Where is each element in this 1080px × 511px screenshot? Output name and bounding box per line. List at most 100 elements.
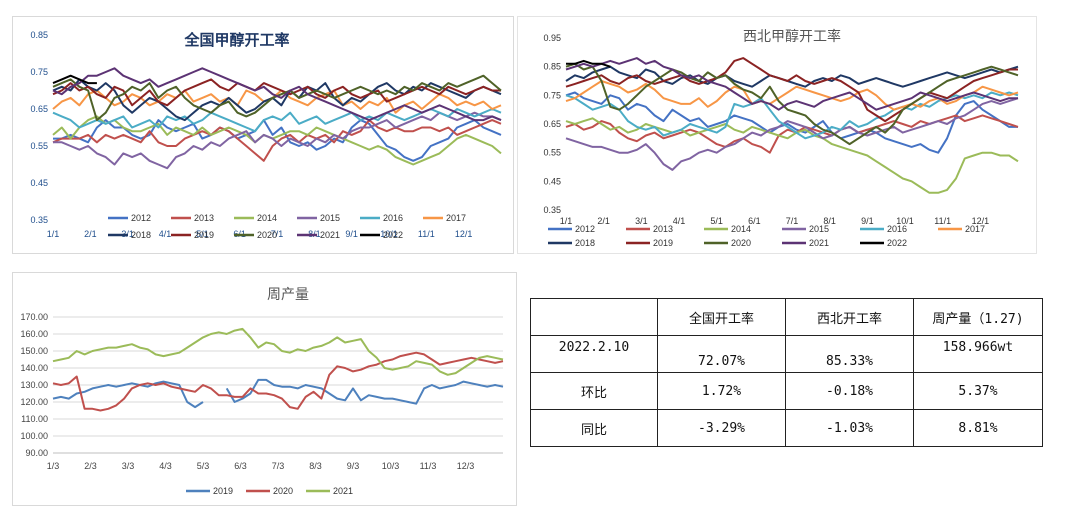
series-line-2014 [565,117,1019,194]
x-tick-label: 11/3 [420,461,437,471]
y-tick-label: 0.95 [543,33,561,43]
x-tick-label: 2/1 [84,229,97,239]
series-line-2012 [565,91,1018,154]
x-tick-label: 12/3 [457,461,475,471]
y-tick-label: 90.00 [25,448,48,458]
table-cell: 环比 [530,372,658,410]
y-tick-label: 100.00 [20,431,48,441]
series-line-2019 [52,78,501,107]
x-tick-label: 1/1 [560,216,573,226]
northwest-chart-plot: 西北甲醇开工率 0.95 0.85 0.75 0.65 0.55 0.45 0.351/1 2/… [543,28,1019,248]
x-tick-label: 1/1 [47,229,60,239]
y-tick-label: 0.45 [30,178,48,188]
series-line-2021 [52,327,504,376]
table-row: 同比 -3.29% -1.03% 8.81% [530,409,1043,447]
x-tick-label: 3/1 [635,216,648,226]
series-line-2020 [565,62,1019,146]
legend-label-2022: 2022 [383,230,403,240]
legend-label-2018: 2018 [131,230,151,240]
x-tick-label: 2/1 [597,216,610,226]
x-tick-label: 4/1 [159,229,172,239]
legend-label-2014: 2014 [731,224,751,234]
y-tick-label: 0.85 [30,30,48,40]
y-tick-label: 0.85 [543,62,561,72]
y-tick-label: 0.45 [543,176,561,186]
series-line-2020 [52,351,504,412]
x-tick-label: 1/3 [47,461,60,471]
y-tick-label: 140.00 [20,363,48,373]
table-header-cell [530,298,658,336]
series-line-2018 [52,78,502,122]
y-tick-label: 0.35 [543,205,561,215]
national-chart-plot: 全国甲醇开工率0.850.750.650.550.450.351/12/13/1… [30,30,502,240]
series-line-2015 [565,97,1019,171]
national-methanol-utilization-chart: 全国甲醇开工率0.850.750.650.550.450.351/12/13/1… [12,16,514,254]
table-cell: -3.29% [657,409,786,447]
chart-title: 周产量 [267,287,309,303]
legend-label-2019: 2019 [653,238,673,248]
series-line-2017 [565,80,1019,111]
weekly-output-chart: 周产量 170.00 160.00 150.00 140.00 130.00 120.00 1… [12,272,517,506]
y-tick-label: 120.00 [20,397,48,407]
table-header-row: 全国开工率 西北开工率 周产量（1.27) [530,298,1043,336]
x-tick-label: 12/1 [455,229,473,239]
x-tick-label: 10/1 [380,229,398,239]
y-tick-label: 0.35 [30,215,48,225]
x-tick-label: 11/1 [418,229,435,239]
series-line-2012 [53,119,502,162]
legend-label-2019: 2019 [194,230,214,240]
legend-label-2018: 2018 [575,238,595,248]
chart-title: 全国甲醇开工率 [183,31,289,49]
legend-label-2015: 2015 [320,213,340,223]
x-tick-label: 10/1 [896,216,914,226]
x-tick-label: 2/3 [84,461,97,471]
y-tick-label: 130.00 [20,380,48,390]
legend-label-2017: 2017 [965,224,985,234]
legend-label-2022: 2022 [887,238,907,248]
x-tick-label: 11/1 [934,216,951,226]
table-header-cell: 西北开工率 [785,298,914,336]
series-line-2013 [565,114,1019,154]
legend-label-2013: 2013 [653,224,673,234]
x-tick-label: 4/3 [159,461,172,471]
chart-title: 西北甲醇开工率 [743,28,841,45]
legend-label-2021: 2021 [809,238,829,248]
x-tick-label: 5/1 [196,229,209,239]
series-line-2013 [52,119,502,162]
table-header-cell: 全国开工率 [657,298,786,336]
weekly-output-plot: 周产量 170.00 160.00 150.00 140.00 130.00 120.00 1… [20,287,504,496]
table-cell: 158.966wt [913,335,1043,373]
legend-label-2020: 2020 [257,230,277,240]
legend-label-2012: 2012 [131,213,151,223]
legend-label-2021: 2021 [333,486,353,496]
legend-label-2015: 2015 [809,224,829,234]
x-tick-label: 7/1 [271,229,284,239]
legend-label-2020: 2020 [273,486,293,496]
x-tick-label: 6/1 [748,216,761,226]
table-cell: 72.07% [657,335,786,373]
series-line-2022 [52,74,97,85]
table-cell: 同比 [530,409,658,447]
series-line-2022 [566,59,611,68]
series-line-2018 [565,65,1019,88]
legend-label-2014: 2014 [257,213,277,223]
x-tick-label: 3/3 [122,461,135,471]
legend-label-2013: 2013 [194,213,214,223]
legend-label-2019: 2019 [213,486,233,496]
x-tick-label: 6/3 [234,461,247,471]
legend-label-2012: 2012 [575,224,595,234]
x-tick-label: 5/3 [197,461,210,471]
northwest-methanol-utilization-chart: 西北甲醇开工率 0.95 0.85 0.75 0.65 0.55 0.45 0.35 1/1 2/… [517,16,1037,254]
x-tick-label: 8/3 [309,461,322,471]
table-cell: -1.03% [785,409,914,447]
legend-label-2016: 2016 [887,224,907,234]
x-tick-label: 9/1 [345,229,358,239]
series-line-2021 [52,67,502,122]
series-line-2019 [52,378,504,409]
table-header-cell: 周产量（1.27) [913,298,1043,336]
y-tick-label: 0.75 [30,67,48,77]
table-row: 2022.2.10 72.07% 85.33% 158.966wt [530,335,1043,373]
legend-label-2016: 2016 [383,213,403,223]
y-tick-label: 0.55 [543,148,561,158]
series-line-2021 [565,57,1018,111]
